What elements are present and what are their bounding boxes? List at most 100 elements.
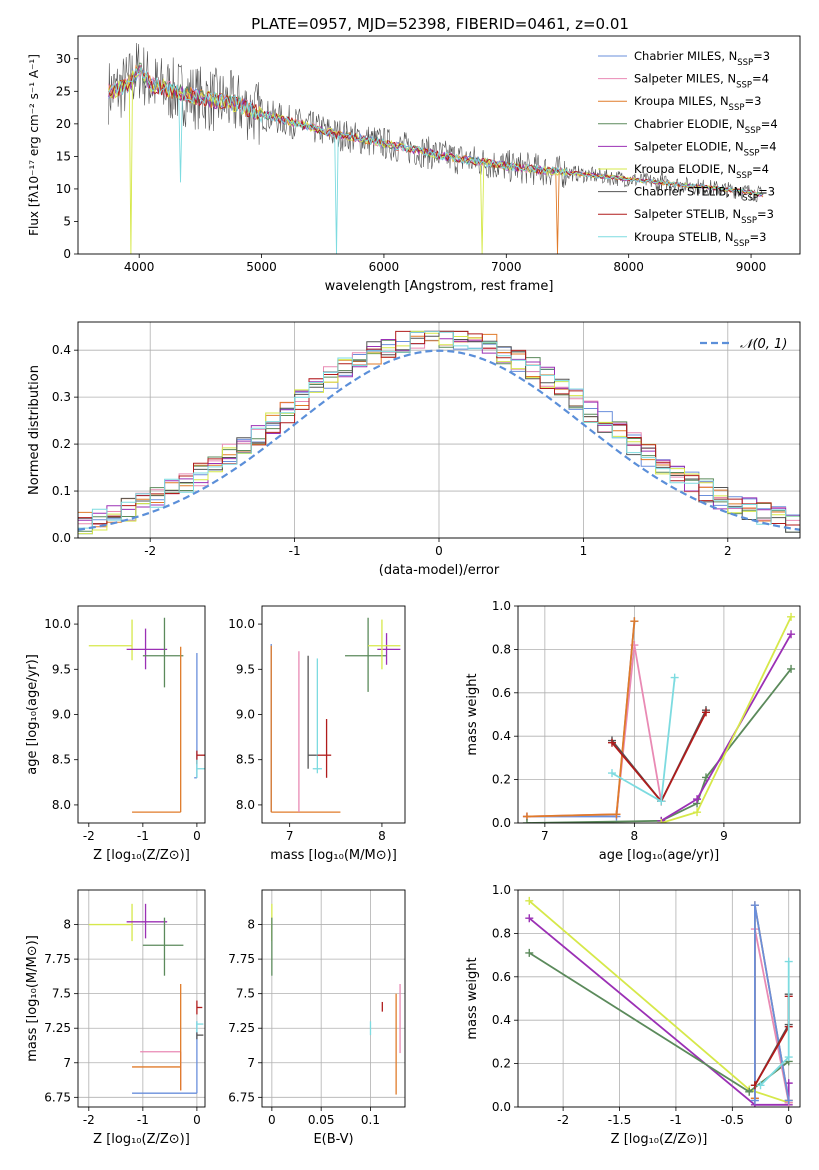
weight-point	[787, 664, 796, 673]
x-tick-label: 9000	[736, 260, 767, 274]
legend-label: Kroupa MILES, NSSP=3	[634, 94, 761, 113]
y-axis-label: age [log₁₀(age/yr)]	[25, 654, 40, 775]
y-tick-label: 0.0	[52, 531, 71, 545]
x-tick-label: 0	[268, 1113, 276, 1127]
plot-area	[270, 617, 401, 813]
spectrum-line	[108, 66, 764, 254]
y-axis-label: Flux [fλ10⁻¹⁷ erg cm⁻² s⁻¹ A⁻¹]	[27, 54, 41, 236]
y-tick-label: 7.5	[52, 987, 71, 1001]
weight-line	[660, 616, 792, 823]
y-tick-label: 0.0	[492, 816, 511, 830]
axes-frame: -2 -1 0 8.0 8.5 9.0 9.5 10.0 Z [log₁₀(Z/Z⊙)] age …	[25, 605, 206, 863]
x-axis-label: age [log₁₀(age/yr)]	[599, 848, 720, 863]
x-tick-label: 0.1	[361, 1113, 380, 1127]
legend-subscript: SSP	[736, 81, 752, 91]
legend-subscript: SSP	[745, 126, 761, 136]
x-tick-label: 8000	[613, 260, 644, 274]
legend-label: Chabrier MILES, NSSP=3	[634, 49, 770, 68]
x-tick-label: -2	[83, 829, 95, 843]
y-tick-label: 9.5	[52, 662, 71, 676]
weight-point	[630, 617, 639, 626]
plot-area	[271, 903, 401, 1095]
y-tick-label: 10	[56, 182, 71, 196]
y-tick-label: 0.2	[52, 437, 71, 451]
y-tick-label: 7	[247, 1056, 255, 1070]
y-tick-label: 30	[56, 52, 71, 66]
plot-area	[525, 896, 793, 1107]
legend-label: 𝒩(0, 1)	[740, 337, 787, 352]
y-tick-label: 25	[56, 84, 71, 98]
y-tick-label: 0.0	[492, 1100, 511, 1114]
y-tick-label: 0.4	[492, 729, 511, 743]
weight-point	[702, 708, 710, 717]
panel-weight-vs-Z: -2 -1.5 -1 -0.5 0 0.0 0.2 0.4 0.6 0.8 1.0 Z [log₁₀(…	[465, 883, 801, 1147]
y-tick-label: 7.25	[228, 1021, 255, 1035]
weight-point	[608, 769, 616, 778]
legend-label: Salpeter ELODIE, NSSP=4	[634, 139, 777, 158]
y-tick-label: 20	[56, 117, 71, 131]
legend-subscript: SSP	[734, 239, 750, 249]
histogram-line	[78, 330, 800, 533]
x-axis-label: Z [log₁₀(Z/Z⊙)]	[93, 848, 190, 863]
x-tick-label: 8	[631, 829, 639, 843]
x-tick-label: -1	[289, 544, 301, 558]
weight-point	[693, 795, 702, 804]
y-tick-label: 0.8	[492, 642, 511, 656]
y-tick-label: 10.0	[228, 617, 255, 631]
axes-box	[77, 605, 206, 824]
y-tick-label: 8.0	[52, 798, 71, 812]
x-tick-label: -1	[137, 829, 149, 843]
legend-value: =3	[757, 207, 774, 221]
weight-point	[745, 1087, 754, 1096]
weight-line	[528, 900, 789, 1104]
y-axis-label: mass weight	[465, 957, 480, 1039]
x-tick-label: 8	[378, 829, 386, 843]
axes-box	[261, 605, 406, 824]
figure-title: PLATE=0957, MJD=52398, FIBERID=0461, z=0…	[251, 15, 629, 33]
y-tick-label: 1.0	[492, 883, 511, 897]
y-tick-label: 7.5	[236, 987, 255, 1001]
x-tick-label: -2	[83, 1113, 95, 1127]
legend-label: Kroupa STELIB, NSSP=3	[634, 230, 766, 249]
panel-age-vs-Z: -2 -1 0 8.0 8.5 9.0 9.5 10.0 Z [log₁₀(Z/Z⊙)] age …	[25, 605, 206, 863]
legend-subscript: SSP	[729, 103, 745, 113]
plot-area	[88, 903, 204, 1094]
x-tick-label: 7	[541, 829, 549, 843]
axes-box	[77, 35, 801, 255]
panel-spectrum: 4000 5000 6000 7000 8000 9000 0 5 10 15 20 25 30 wave…	[27, 35, 801, 294]
x-tick-label: 4000	[124, 260, 155, 274]
y-tick-label: 0.6	[492, 686, 511, 700]
x-tick-label: 7000	[491, 260, 522, 274]
weight-point	[787, 630, 796, 639]
y-tick-label: 7.75	[44, 952, 71, 966]
y-tick-label: 5	[63, 214, 71, 228]
axes-frame: -2 -1 0 6.75 7 7.25 7.5 7.75 8 Z [log₁₀(Z/Z⊙)] mas…	[25, 889, 206, 1147]
legend-value: =3	[758, 185, 775, 199]
legend-value: =3	[753, 49, 770, 63]
y-tick-label: 15	[56, 149, 71, 163]
weight-point	[693, 808, 702, 817]
plot-area	[78, 330, 800, 535]
y-axis-label: mass weight	[465, 673, 480, 755]
y-axis-label: mass [log₁₀(M/M⊙)]	[25, 935, 40, 1062]
x-tick-label: -2	[557, 1113, 569, 1127]
weight-point	[784, 957, 793, 966]
weight-line	[660, 633, 792, 822]
x-axis-label: wavelength [Angstrom, rest frame]	[325, 279, 554, 294]
weight-point	[612, 810, 621, 819]
panel-age-vs-mass: 7 8 8.0 8.5 9.0 9.5 10.0 mass [log₁₀(M/M⊙)]	[228, 605, 406, 863]
weight-point	[522, 819, 531, 823]
y-tick-label: 0	[63, 247, 71, 261]
plot-layer: 4000 5000 6000 7000 8000 9000051015202530wave…	[25, 35, 801, 1147]
x-tick-label: -1.5	[608, 1113, 631, 1127]
y-tick-label: 6.75	[228, 1090, 255, 1104]
x-tick-label: -0.5	[721, 1113, 744, 1127]
x-axis-label: E(B-V)	[313, 1132, 353, 1147]
legend-subscript: SSP	[741, 216, 757, 226]
x-axis-label: mass [log₁₀(M/M⊙)]	[270, 848, 397, 863]
spectrum-line	[108, 42, 764, 203]
y-tick-label: 7	[63, 1056, 71, 1070]
legend-value: =3	[749, 230, 766, 244]
y-tick-label: 0.1	[52, 484, 71, 498]
panel-residuals: -2 -1 0 1 2 0.0 0.1 0.2 0.3 0.4 (data-model)/error…	[27, 321, 801, 578]
